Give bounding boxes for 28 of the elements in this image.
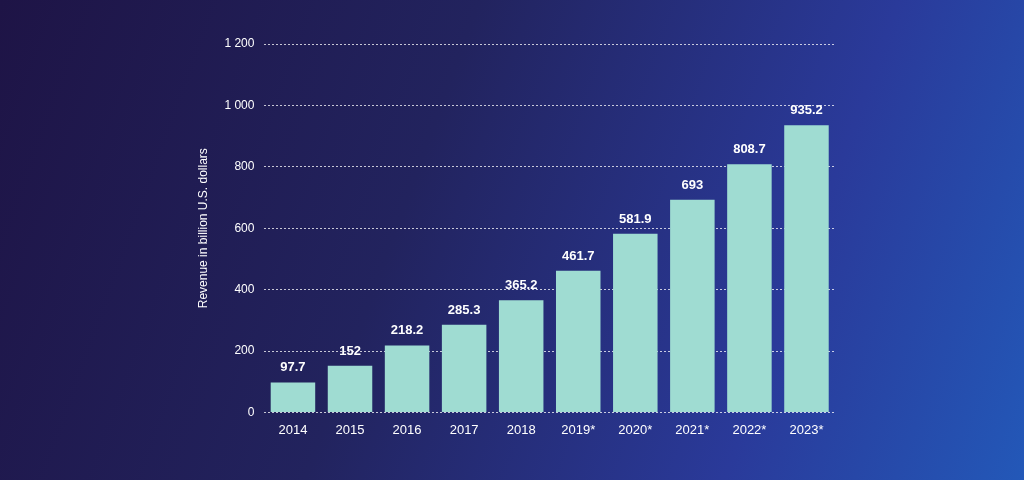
data-label: 808.7 bbox=[733, 141, 766, 157]
y-tick-label: 400 bbox=[234, 281, 255, 296]
data-label: 97.7 bbox=[280, 359, 306, 375]
y-tick-label: 600 bbox=[234, 220, 255, 235]
data-label: 152 bbox=[339, 342, 361, 358]
y-tick-label: 800 bbox=[234, 159, 255, 174]
data-label: 285.3 bbox=[447, 301, 481, 317]
y-tick-label: 0 bbox=[247, 404, 255, 419]
y-tick-label: 200 bbox=[234, 343, 255, 358]
data-label: 581.9 bbox=[619, 210, 652, 226]
y-tick-label: 1 000 bbox=[224, 97, 255, 112]
data-label: 218.2 bbox=[390, 322, 424, 338]
y-tick-label: 1 200 bbox=[224, 36, 255, 51]
data-label: 693 bbox=[681, 176, 704, 192]
x-tick-label: 2020* bbox=[618, 421, 653, 437]
x-tick-label: 2019* bbox=[561, 421, 596, 437]
x-tick-label: 2021* bbox=[675, 421, 710, 437]
data-label: 365.2 bbox=[504, 277, 538, 293]
data-label: 461.7 bbox=[561, 247, 595, 263]
data-label: 935.2 bbox=[790, 102, 823, 118]
x-tick-label: 2017 bbox=[449, 421, 479, 437]
x-tick-label: 2018 bbox=[506, 421, 536, 437]
x-tick-label: 2015 bbox=[335, 421, 365, 437]
y-axis-title: Revenue in billion U.S. dollars bbox=[195, 148, 210, 309]
x-tick-label: 2022* bbox=[732, 421, 767, 437]
x-tick-label: 2016 bbox=[392, 421, 422, 437]
x-tick-label: 2014 bbox=[278, 421, 308, 437]
x-tick-label: 2023* bbox=[789, 421, 824, 437]
